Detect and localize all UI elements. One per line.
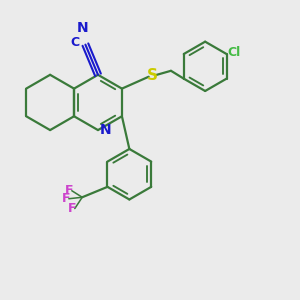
Text: F: F <box>65 184 74 197</box>
Text: N: N <box>77 21 88 35</box>
Text: Cl: Cl <box>227 46 241 59</box>
Text: N: N <box>100 123 111 137</box>
Text: F: F <box>68 202 77 215</box>
Text: C: C <box>70 36 80 49</box>
Text: S: S <box>147 68 158 83</box>
Text: F: F <box>62 192 71 205</box>
